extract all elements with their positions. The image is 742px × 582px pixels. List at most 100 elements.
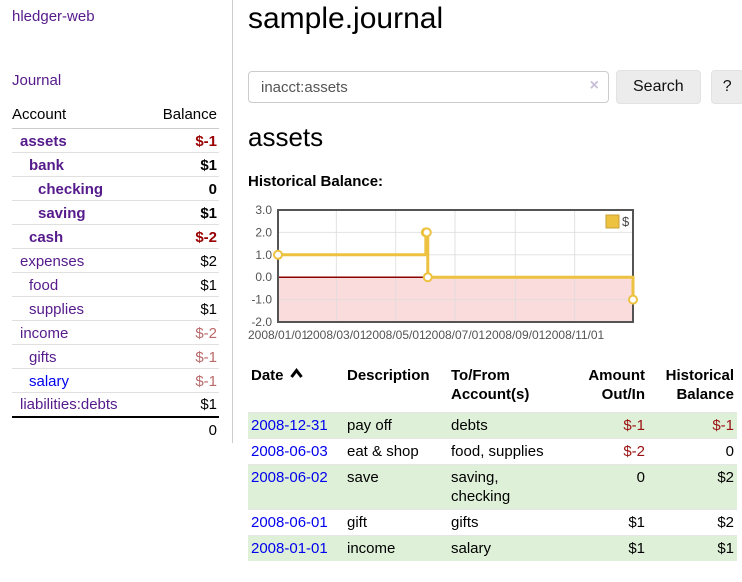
clear-search-icon[interactable]: × xyxy=(589,77,599,94)
chart-ytick-label: 0.0 xyxy=(255,270,272,284)
account-name-cell: food xyxy=(12,272,148,297)
account-link[interactable]: income xyxy=(20,324,69,342)
transaction-description: eat & shop xyxy=(344,438,448,465)
transaction-date-link[interactable]: 2008-06-01 xyxy=(251,514,328,531)
help-button[interactable]: ? xyxy=(710,70,742,104)
account-name-cell: liabilities:debts xyxy=(12,392,148,417)
transaction-amount: $-2 xyxy=(554,438,648,465)
transaction-accounts: salary xyxy=(448,535,554,561)
transaction-amount: $-1 xyxy=(554,412,648,439)
transaction-amount: $1 xyxy=(554,509,648,536)
transaction-balance: $2 xyxy=(648,509,737,536)
transaction-date-cell: 2008-12-31 xyxy=(248,412,344,439)
app-title-link[interactable]: hledger-web xyxy=(12,8,95,25)
account-link[interactable]: assets xyxy=(20,132,67,150)
transaction-description: gift xyxy=(344,509,448,536)
accounts-table: Account Balance assets $-1 bank $1 checking 0… xyxy=(12,103,219,441)
account-link[interactable]: expenses xyxy=(20,252,85,270)
account-balance: $1 xyxy=(147,392,219,417)
transaction-description: save xyxy=(344,464,448,510)
transactions-header-row: Date Description To/From Account(s) Amou… xyxy=(248,364,737,413)
account-balance: $-2 xyxy=(147,320,219,345)
transaction-description: pay off xyxy=(344,412,448,439)
transaction-accounts: gifts xyxy=(448,509,554,536)
account-name-cell: supplies xyxy=(12,296,148,321)
account-balance: $1 xyxy=(147,200,219,225)
column-header-accounts: To/From Account(s) xyxy=(451,367,530,403)
column-header-amount: Amount Out/In xyxy=(588,367,645,403)
transaction-date-link[interactable]: 2008-06-02 xyxy=(251,469,328,486)
historical-balance-chart: $3.0 2.0 1.0 0.0 -1.0 -2.0 2008/01/01 2008/03/0… xyxy=(248,203,648,346)
account-row: bank $1 xyxy=(12,152,219,177)
transaction-date-cell: 2008-06-02 xyxy=(248,464,344,510)
account-row: salary $-1 xyxy=(12,368,219,393)
transaction-row: 2008-12-31 pay off debts $-1 $-1 xyxy=(248,412,737,439)
chart-ytick-label: -2.0 xyxy=(251,315,272,329)
transaction-date-link[interactable]: 2008-12-31 xyxy=(251,417,328,434)
sidebar-item-journal[interactable]: Journal xyxy=(12,72,62,89)
transaction-balance: $2 xyxy=(648,464,737,510)
account-link[interactable]: food xyxy=(29,276,59,294)
chart-ytick-label: -1.0 xyxy=(251,293,272,307)
chart-ytick-label: 2.0 xyxy=(255,225,272,239)
account-row: cash $-2 xyxy=(12,224,219,249)
search-form: × Search ? xyxy=(248,70,742,104)
chart-ytick-label: 1.0 xyxy=(255,248,272,262)
chart-xtick-label: 2008/07/01 xyxy=(425,328,485,342)
transaction-balance: $-1 xyxy=(648,412,737,439)
chart-canvas: $3.0 2.0 1.0 0.0 -1.0 -2.02008/01/012008/03/0… xyxy=(248,203,638,342)
transaction-amount: 0 xyxy=(554,464,648,510)
transaction-date-cell: 2008-06-01 xyxy=(248,509,344,536)
chart-border xyxy=(277,209,634,323)
transaction-amount: $1 xyxy=(554,535,648,561)
account-link[interactable]: cash xyxy=(29,228,64,246)
transaction-balance: 0 xyxy=(648,438,737,465)
account-row: checking 0 xyxy=(12,176,219,201)
account-balance: 0 xyxy=(147,176,219,201)
accounts-header-row: Account Balance xyxy=(12,103,219,129)
sort-ascending-icon xyxy=(289,368,303,378)
account-name-cell: assets xyxy=(12,128,148,153)
chart-data-point xyxy=(421,227,432,238)
transactions-table: Date Description To/From Account(s) Amou… xyxy=(248,364,737,561)
account-heading: assets xyxy=(248,122,324,152)
chart-data-point xyxy=(628,294,638,305)
account-row: liabilities:debts $1 xyxy=(12,392,219,417)
account-link[interactable]: saving xyxy=(38,204,86,222)
chart-title: Historical Balance: xyxy=(248,173,384,190)
account-link[interactable]: bank xyxy=(29,156,65,174)
account-link[interactable]: supplies xyxy=(29,300,85,318)
account-row: saving $1 xyxy=(12,200,219,225)
search-button[interactable]: Search xyxy=(616,70,701,104)
account-row: income $-2 xyxy=(12,320,219,345)
account-name-cell: salary xyxy=(12,368,148,393)
account-balance: $-1 xyxy=(147,128,219,153)
transaction-date-link[interactable]: 2008-06-03 xyxy=(251,443,328,460)
transaction-row: 2008-06-03 eat & shop food, supplies $-2 0 xyxy=(248,438,737,465)
account-link[interactable]: gifts xyxy=(29,348,57,366)
column-header-date[interactable]: Date xyxy=(248,364,344,413)
transaction-accounts: saving, checking xyxy=(448,464,554,510)
account-name-cell: saving xyxy=(12,200,148,225)
account-row: assets $-1 xyxy=(12,128,219,153)
account-link[interactable]: checking xyxy=(38,180,104,198)
search-input[interactable] xyxy=(248,71,609,103)
account-link[interactable]: salary xyxy=(29,372,70,390)
transaction-date-link[interactable]: 2008-01-01 xyxy=(251,540,328,557)
account-row: food $1 xyxy=(12,272,219,297)
account-name-cell: expenses xyxy=(12,248,148,273)
transaction-description: income xyxy=(344,535,448,561)
transaction-accounts: food, supplies xyxy=(448,438,554,465)
chart-xtick-label: 2008/03/01 xyxy=(306,328,366,342)
account-balance: $1 xyxy=(147,152,219,177)
account-link[interactable]: liabilities:debts xyxy=(20,396,118,414)
column-header-historical-balance: Historical Balance xyxy=(665,367,734,403)
account-name-cell: gifts xyxy=(12,344,148,369)
transaction-row: 2008-06-02 save saving, checking 0 $2 xyxy=(248,464,737,510)
transaction-row: 2008-06-01 gift gifts $1 $2 xyxy=(248,509,737,536)
transaction-date-cell: 2008-06-03 xyxy=(248,438,344,465)
accounts-header-account: Account xyxy=(12,103,148,129)
chart-data-point xyxy=(422,272,433,283)
chart-legend-label: $ xyxy=(622,214,630,229)
transaction-accounts: debts xyxy=(448,412,554,439)
